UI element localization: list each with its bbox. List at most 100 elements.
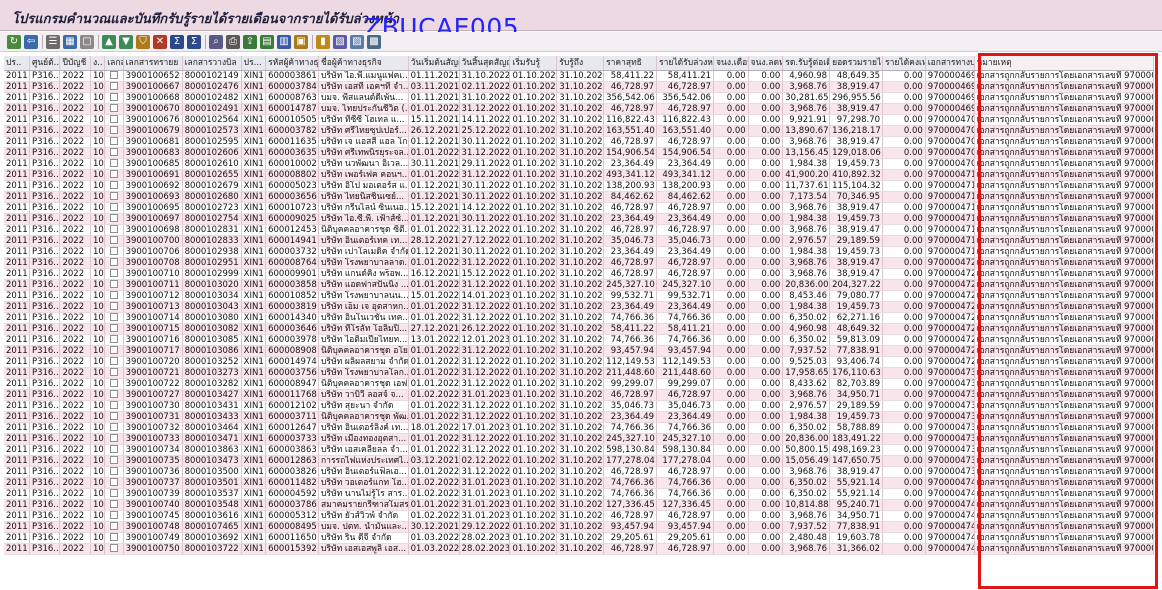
row-checkbox[interactable] — [109, 148, 118, 156]
table-row[interactable]: 2011 P316... 2022 10 3900100693 8000102680 XIN… — [4, 191, 1155, 203]
table-row[interactable]: 2011 P316... 2022 10 3900100717 8000103086 XIN… — [4, 345, 1155, 357]
row-checkbox[interactable] — [109, 104, 118, 112]
column-header[interactable]: รับรู้ถึง — [556, 56, 605, 71]
checkbox-cell[interactable] — [104, 510, 124, 522]
checkbox-cell[interactable] — [104, 70, 124, 82]
checkbox-cell[interactable] — [104, 521, 124, 533]
checkbox-cell[interactable] — [104, 400, 124, 412]
table-row[interactable]: 2011 P316... 2022 10 3900100734 8000103863 XIN… — [4, 444, 1155, 456]
table-row[interactable]: 2011 P316... 2022 10 3900100683 8000102606 XIN… — [4, 147, 1155, 159]
column-header[interactable]: รด.รับรู้ต่อเดือน — [782, 56, 831, 71]
spreadsheet-icon[interactable]: ▤ — [260, 35, 274, 49]
table-row[interactable]: 2011 P316... 2022 10 3900100679 8000102573 XIN… — [4, 125, 1155, 137]
table-row[interactable]: 2011 P316... 2022 10 3900100722 8000103282 XIN… — [4, 378, 1155, 390]
checkbox-cell[interactable] — [104, 103, 124, 115]
table-row[interactable]: 2011 P316... 2022 10 3900100748 8000107465 XIN… — [4, 521, 1155, 533]
sort-descending-icon[interactable]: ▼ — [119, 35, 133, 49]
row-checkbox[interactable] — [109, 456, 118, 464]
find-icon[interactable]: ⌕ — [209, 35, 223, 49]
checkbox-cell[interactable] — [104, 378, 124, 390]
checkbox-cell[interactable] — [104, 422, 124, 434]
checkbox-cell[interactable] — [104, 411, 124, 423]
checkbox-cell[interactable] — [104, 466, 124, 478]
table-row[interactable]: 2011 P316... 2022 10 3900100708 8000102951 XIN… — [4, 257, 1155, 269]
row-checkbox[interactable] — [109, 522, 118, 530]
checkbox-cell[interactable] — [104, 268, 124, 280]
table-row[interactable]: 2011 P316... 2022 10 3900100727 8000103427 XIN… — [4, 389, 1155, 401]
table-row[interactable]: 2011 P316... 2022 10 3900100749 8000103692 XIN… — [4, 532, 1155, 544]
row-checkbox[interactable] — [109, 247, 118, 255]
row-checkbox[interactable] — [109, 203, 118, 211]
export-icon[interactable]: ⇪ — [243, 35, 257, 49]
row-checkbox[interactable] — [109, 82, 118, 90]
column-header[interactable]: ปร... — [241, 56, 267, 71]
column-header[interactable]: เลกสารวางบิล — [182, 56, 242, 71]
row-checkbox[interactable] — [109, 423, 118, 431]
row-checkbox[interactable] — [109, 489, 118, 497]
column-header[interactable]: จนง.เดือนที่ — [713, 56, 749, 71]
column-header[interactable]: หมายเหตุ — [974, 56, 1155, 71]
row-checkbox[interactable] — [109, 137, 118, 145]
sort-ascending-icon[interactable]: ▲ — [102, 35, 116, 49]
checkbox-cell[interactable] — [104, 125, 124, 137]
table-row[interactable]: 2011 P316... 2022 10 3900100712 8000103034 XIN… — [4, 290, 1155, 302]
checkbox-cell[interactable] — [104, 224, 124, 236]
row-checkbox[interactable] — [109, 291, 118, 299]
table-row[interactable]: 2011 P316... 2022 10 3900100652 8000102149 XIN… — [4, 70, 1155, 82]
table-row[interactable]: 2011 P316... 2022 10 3900100676 8000102564 XIN… — [4, 114, 1155, 126]
table-row[interactable]: 2011 P316... 2022 10 3900100721 8000103273 XIN… — [4, 367, 1155, 379]
row-checkbox[interactable] — [109, 412, 118, 420]
column-header[interactable]: รายได้คงเหลือ — [882, 56, 926, 71]
checkbox-cell[interactable] — [104, 301, 124, 313]
checkbox-cell[interactable] — [104, 444, 124, 456]
row-checkbox[interactable] — [109, 445, 118, 453]
details-icon[interactable]: ☰ — [46, 35, 60, 49]
table-row[interactable]: 2011 P316... 2022 10 3900100692 8000102679 XIN… — [4, 180, 1155, 192]
table-row[interactable]: 2011 P316... 2022 10 3900100685 8000102610 XIN… — [4, 158, 1155, 170]
table-row[interactable]: 2011 P316... 2022 10 3900100715 8000103082 XIN… — [4, 323, 1155, 335]
checkbox-cell[interactable] — [104, 114, 124, 126]
checkbox-cell[interactable] — [104, 477, 124, 489]
table-row[interactable]: 2011 P316... 2022 10 3900100714 8000103080 XIN… — [4, 312, 1155, 324]
checkbox-cell[interactable] — [104, 147, 124, 159]
checkbox-cell[interactable] — [104, 433, 124, 445]
row-checkbox[interactable] — [109, 71, 118, 79]
row-checkbox[interactable] — [109, 302, 118, 310]
checkbox-cell[interactable] — [104, 543, 124, 555]
select-all-icon[interactable]: ▦ — [63, 35, 77, 49]
column-header[interactable]: วันเริ่มต้นสัญญา — [408, 56, 460, 71]
row-checkbox[interactable] — [109, 93, 118, 101]
checkbox-cell[interactable] — [104, 532, 124, 544]
table-row[interactable]: 2011 P316... 2022 10 3900100668 8000102482 XIN… — [4, 92, 1155, 104]
table-row[interactable]: 2011 P316... 2022 10 3900100698 8000102831 XIN… — [4, 224, 1155, 236]
column-header[interactable]: ชื่อผู้ค้าทางธุรกิจ — [318, 56, 409, 71]
checkbox-cell[interactable] — [104, 367, 124, 379]
row-checkbox[interactable] — [109, 236, 118, 244]
checkbox-cell[interactable] — [104, 169, 124, 181]
column-header[interactable]: เลกส. — [104, 56, 124, 71]
column-header[interactable]: เลกสารทรายย — [123, 56, 183, 71]
checkbox-cell[interactable] — [104, 356, 124, 368]
row-checkbox[interactable] — [109, 346, 118, 354]
table-row[interactable]: 2011 P316... 2022 10 3900100670 8000102491 XIN… — [4, 103, 1155, 115]
table-row[interactable]: 2011 P316... 2022 10 3900100739 8000103537 XIN… — [4, 488, 1155, 500]
table-row[interactable]: 2011 P316... 2022 10 3900100713 8000103043 XIN… — [4, 301, 1155, 313]
column-header[interactable]: เริ่มรับรู้ — [509, 56, 558, 71]
back-icon[interactable]: ⇦ — [24, 35, 38, 49]
checkbox-cell[interactable] — [104, 279, 124, 291]
checkbox-cell[interactable] — [104, 246, 124, 258]
table-row[interactable]: 2011 P316... 2022 10 3900100700 8000102833 XIN… — [4, 235, 1155, 247]
checkbox-cell[interactable] — [104, 191, 124, 203]
table-row[interactable]: 2011 P316... 2022 10 3900100706 8000102938 XIN… — [4, 246, 1155, 258]
table-row[interactable]: 2011 P316... 2022 10 3900100736 8000103500 XIN… — [4, 466, 1155, 478]
column-header[interactable]: ง.. — [90, 56, 106, 71]
checkbox-cell[interactable] — [104, 312, 124, 324]
row-checkbox[interactable] — [109, 225, 118, 233]
save-layout-icon[interactable]: ▩ — [367, 35, 381, 49]
row-checkbox[interactable] — [109, 170, 118, 178]
checkbox-cell[interactable] — [104, 455, 124, 467]
local-file-icon[interactable]: ▣ — [294, 35, 308, 49]
table-row[interactable]: 2011 P316... 2022 10 3900100695 8000102723 XIN… — [4, 202, 1155, 214]
row-checkbox[interactable] — [109, 192, 118, 200]
column-header[interactable]: จนง.ลดหนี้ — [748, 56, 784, 71]
